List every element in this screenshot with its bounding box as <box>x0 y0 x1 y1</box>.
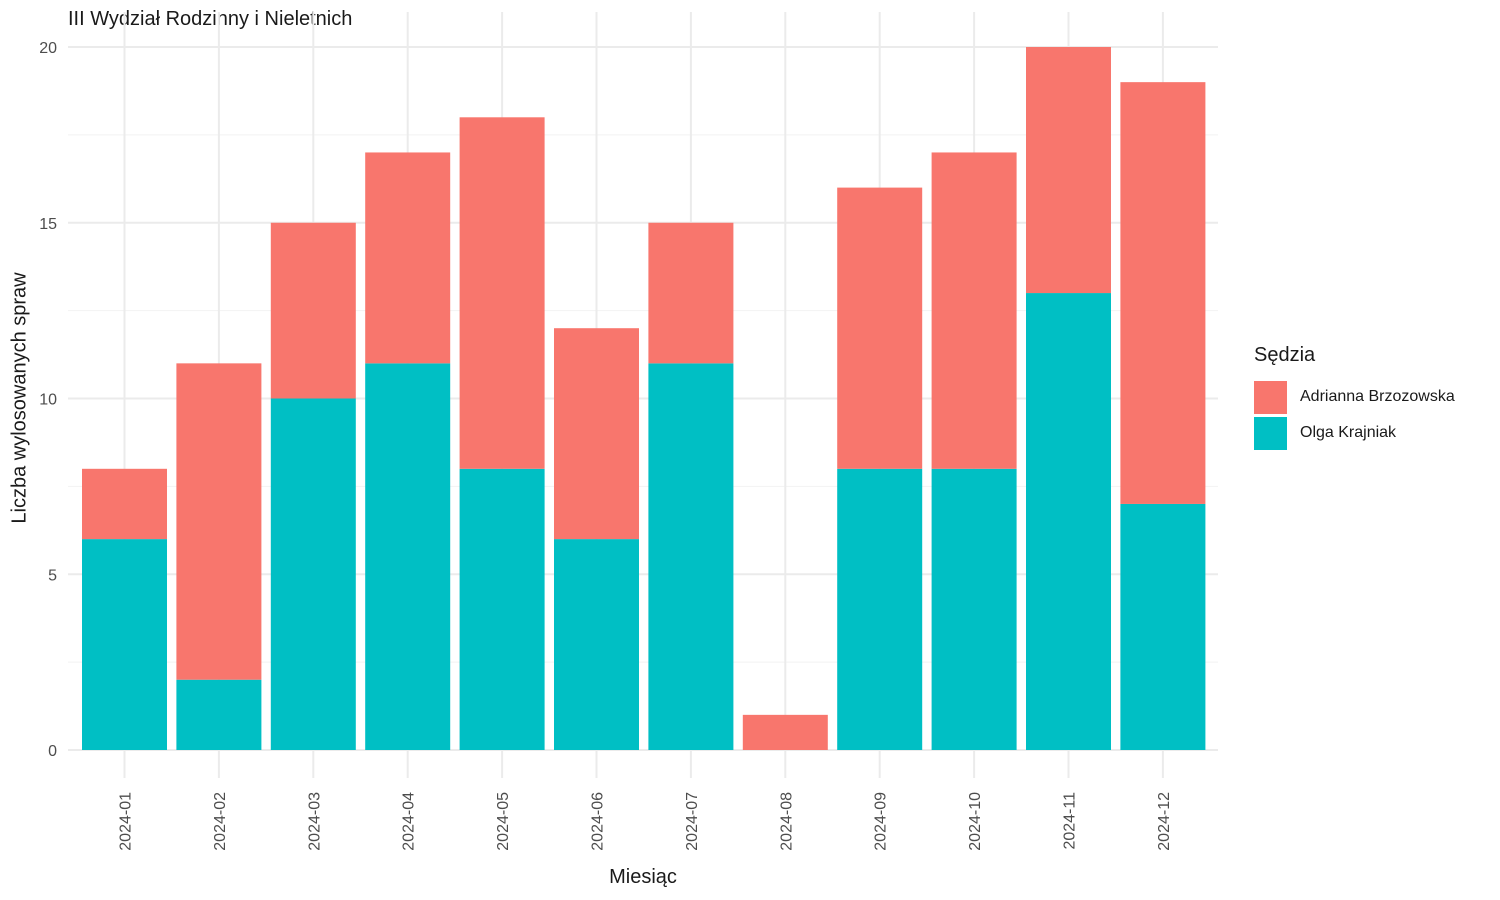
bar-olga <box>648 363 734 750</box>
y-tick-label: 10 <box>39 392 57 409</box>
x-tick-label: 2024-12 <box>1156 792 1173 851</box>
bar-olga <box>270 398 356 750</box>
bar-olga <box>1120 503 1206 750</box>
bar-olga <box>82 539 167 750</box>
x-tick-label: 2024-04 <box>401 792 418 851</box>
chart-title: III Wydział Rodzinny i Nieletnich <box>68 8 353 30</box>
bar-adrianna <box>365 152 451 364</box>
y-tick-label: 20 <box>39 40 57 57</box>
bar-olga <box>931 468 1017 750</box>
bar-olga <box>1026 293 1111 750</box>
x-tick-label: 2024-10 <box>967 792 984 851</box>
y-tick-label: 0 <box>48 743 57 760</box>
bar-adrianna <box>837 187 923 469</box>
legend: Sędzia Adrianna Brzozowska Olga Krajniak <box>1254 344 1455 451</box>
x-tick-label: 2024-09 <box>873 792 890 851</box>
bar-adrianna <box>931 152 1017 469</box>
x-tick-label: 2024-01 <box>118 792 135 851</box>
legend-item-adrianna: Adrianna Brzozowska <box>1254 379 1455 415</box>
bar-adrianna <box>82 468 167 540</box>
bar-olga <box>459 468 545 750</box>
bar-adrianna <box>270 222 356 399</box>
x-tick-label: 2024-05 <box>495 792 512 851</box>
x-tick-label: 2024-06 <box>590 792 607 851</box>
legend-label-olga: Olga Krajniak <box>1300 424 1397 441</box>
y-tick-label: 5 <box>48 567 57 584</box>
y-tick-label: 15 <box>39 216 57 233</box>
x-tick-label: 2024-08 <box>778 792 795 851</box>
legend-label-adrianna: Adrianna Brzozowska <box>1300 388 1455 405</box>
bar-olga <box>176 679 262 750</box>
bar-adrianna <box>1026 47 1111 294</box>
bar-adrianna <box>459 117 545 469</box>
bar-olga <box>837 468 923 750</box>
legend-item-olga: Olga Krajniak <box>1254 415 1455 451</box>
x-tick-label: 2024-02 <box>212 792 229 851</box>
legend-key-adrianna <box>1254 380 1287 414</box>
legend-title: Sędzia <box>1254 344 1316 366</box>
bar-olga <box>365 363 451 750</box>
x-tick-label: 2024-07 <box>684 792 701 851</box>
x-tick-label: 2024-11 <box>1062 792 1079 850</box>
bar-adrianna <box>742 714 828 750</box>
bar-adrianna <box>648 222 734 364</box>
bar-adrianna <box>176 363 262 680</box>
y-axis-label: Liczba wylosowanych spraw <box>8 272 31 524</box>
x-axis-label-text: Miesiąc <box>609 866 677 888</box>
x-axis-label: Miesiąc <box>0 866 1500 889</box>
x-tick-label: 2024-03 <box>306 792 323 851</box>
legend-key-olga <box>1254 416 1287 450</box>
bar-olga <box>554 539 639 750</box>
bar-adrianna <box>554 328 639 540</box>
bar-adrianna <box>1120 82 1206 504</box>
